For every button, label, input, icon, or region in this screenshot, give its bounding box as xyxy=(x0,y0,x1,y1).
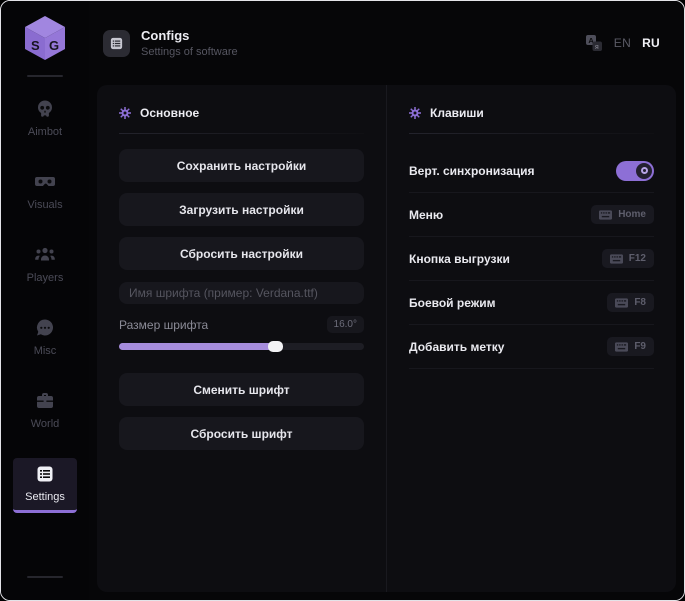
font-size-slider-fill xyxy=(119,343,276,350)
keybind-row-unload: Кнопка выгрузки F12 xyxy=(409,237,654,281)
keys-panel: Клавиши Верт. синхронизация Меню Home xyxy=(387,85,676,592)
section-divider xyxy=(119,133,364,134)
content-card: Основное Сохранить настройки Загрузить н… xyxy=(97,85,676,592)
keyboard-icon xyxy=(615,341,629,352)
keyboard-icon xyxy=(599,209,613,220)
general-section-header: Основное xyxy=(119,97,364,133)
sidebar-top-divider xyxy=(27,75,63,77)
sidebar-item-world[interactable]: World xyxy=(13,385,77,440)
skull-icon xyxy=(35,99,55,119)
sidebar-item-label: Misc xyxy=(33,345,57,357)
sidebar-nav: Aimbot Visuals Players Misc xyxy=(13,93,77,513)
section-divider xyxy=(409,133,654,134)
font-size-row: Размер шрифта 16.0° xyxy=(119,316,364,333)
keyboard-icon xyxy=(609,253,623,264)
header-titles: Configs Settings of software xyxy=(141,28,238,58)
players-icon xyxy=(34,245,56,265)
keyboard-icon xyxy=(615,297,629,308)
sidebar-item-misc[interactable]: Misc xyxy=(13,312,77,367)
page-subtitle: Settings of software xyxy=(141,46,238,58)
keybind-row-marker: Добавить метку F9 xyxy=(409,325,654,369)
sidebar-item-visuals[interactable]: Visuals xyxy=(13,166,77,221)
lang-ru-button[interactable]: RU xyxy=(642,36,660,50)
change-font-button[interactable]: Сменить шрифт xyxy=(119,373,364,406)
keybind-badge-combat[interactable]: F8 xyxy=(607,293,654,312)
sidebar-item-label: Settings xyxy=(25,491,65,503)
sidebar-item-label: World xyxy=(30,418,60,430)
font-name-input[interactable] xyxy=(119,282,364,304)
sidebar-item-aimbot[interactable]: Aimbot xyxy=(13,93,77,148)
keybind-key: Home xyxy=(618,209,646,220)
keybind-badge-unload[interactable]: F12 xyxy=(601,249,654,268)
keybind-key: F8 xyxy=(634,297,646,308)
vsync-row: Верт. синхронизация xyxy=(409,149,654,193)
keybind-label: Боевой режим xyxy=(409,295,496,310)
keybind-key: F9 xyxy=(634,341,646,352)
vr-goggles-icon xyxy=(34,172,56,192)
list-icon xyxy=(35,464,55,484)
font-size-label: Размер шрифта xyxy=(119,317,209,332)
keybind-label: Меню xyxy=(409,207,444,222)
load-settings-button[interactable]: Загрузить настройки xyxy=(119,193,364,226)
svg-text:A: A xyxy=(588,36,594,45)
vsync-toggle[interactable] xyxy=(616,160,654,181)
app-logo-cube-icon: S G xyxy=(22,13,68,63)
gear-icon xyxy=(409,107,421,119)
sidebar: S G Aimbot Visuals Play xyxy=(1,1,89,600)
configs-list-icon xyxy=(103,29,130,57)
sidebar-item-label: Visuals xyxy=(27,199,63,211)
keys-section-title: Клавиши xyxy=(430,106,484,120)
keybind-row-combat: Боевой режим F8 xyxy=(409,281,654,325)
reset-font-button[interactable]: Сбросить шрифт xyxy=(119,417,364,450)
font-size-slider[interactable] xyxy=(119,341,364,352)
keybind-label: Добавить метку xyxy=(409,339,505,354)
sidebar-item-settings[interactable]: Settings xyxy=(13,458,77,513)
reset-settings-button[interactable]: Сбросить настройки xyxy=(119,237,364,270)
keybind-badge-menu[interactable]: Home xyxy=(591,205,654,224)
general-section-title: Основное xyxy=(140,106,200,120)
sidebar-bottom-divider xyxy=(27,576,63,578)
briefcase-icon xyxy=(35,391,55,411)
sidebar-item-label: Aimbot xyxy=(27,126,63,138)
keybind-badge-marker[interactable]: F9 xyxy=(607,337,654,356)
page-title: Configs xyxy=(141,28,190,43)
keys-section-header: Клавиши xyxy=(409,97,654,133)
keybind-key: F12 xyxy=(628,253,646,264)
svg-text:я: я xyxy=(594,43,598,51)
general-panel: Основное Сохранить настройки Загрузить н… xyxy=(97,85,387,592)
lang-en-button[interactable]: EN xyxy=(613,36,632,50)
save-settings-button[interactable]: Сохранить настройки xyxy=(119,149,364,182)
font-size-value-badge: 16.0° xyxy=(326,316,364,333)
sidebar-item-players[interactable]: Players xyxy=(13,239,77,294)
vsync-label: Верт. синхронизация xyxy=(409,163,535,178)
svg-text:G: G xyxy=(49,38,59,53)
vsync-toggle-knob xyxy=(636,162,652,179)
font-size-slider-thumb[interactable] xyxy=(267,341,283,352)
sidebar-item-label: Players xyxy=(26,272,64,284)
chat-dots-icon xyxy=(35,318,55,338)
keybind-label: Кнопка выгрузки xyxy=(409,251,510,266)
gear-icon xyxy=(119,107,131,119)
svg-text:S: S xyxy=(31,38,40,53)
keybind-row-menu: Меню Home xyxy=(409,193,654,237)
